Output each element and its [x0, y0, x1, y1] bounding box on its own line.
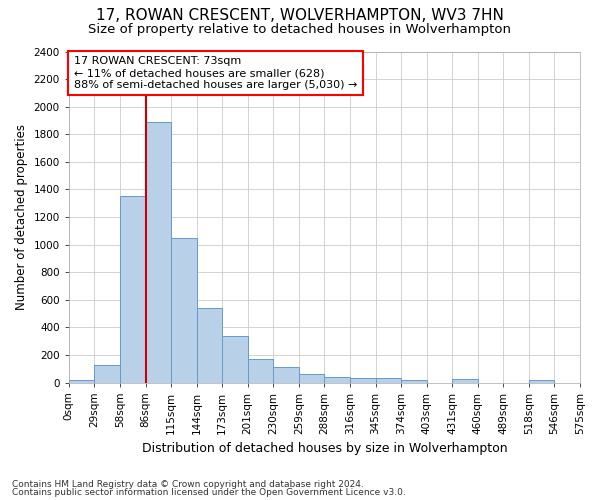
X-axis label: Distribution of detached houses by size in Wolverhampton: Distribution of detached houses by size … — [142, 442, 507, 455]
Y-axis label: Number of detached properties: Number of detached properties — [15, 124, 28, 310]
Bar — [452, 379, 478, 382]
Bar — [222, 336, 248, 382]
Bar — [401, 380, 427, 382]
Text: Contains HM Land Registry data © Crown copyright and database right 2024.: Contains HM Land Registry data © Crown c… — [12, 480, 364, 489]
Bar — [325, 377, 350, 382]
Bar — [146, 122, 171, 382]
Bar — [529, 380, 554, 382]
Bar — [120, 196, 146, 382]
Text: Contains public sector information licensed under the Open Government Licence v3: Contains public sector information licen… — [12, 488, 406, 497]
Bar — [376, 378, 401, 382]
Bar — [248, 359, 273, 382]
Bar — [197, 308, 222, 382]
Text: 17 ROWAN CRESCENT: 73sqm
← 11% of detached houses are smaller (628)
88% of semi-: 17 ROWAN CRESCENT: 73sqm ← 11% of detach… — [74, 56, 358, 90]
Text: 17, ROWAN CRESCENT, WOLVERHAMPTON, WV3 7HN: 17, ROWAN CRESCENT, WOLVERHAMPTON, WV3 7… — [96, 8, 504, 22]
Bar — [273, 368, 299, 382]
Bar — [171, 238, 197, 382]
Bar — [94, 366, 120, 382]
Bar — [69, 380, 94, 382]
Bar — [350, 378, 376, 382]
Text: Size of property relative to detached houses in Wolverhampton: Size of property relative to detached ho… — [89, 22, 511, 36]
Bar — [299, 374, 325, 382]
